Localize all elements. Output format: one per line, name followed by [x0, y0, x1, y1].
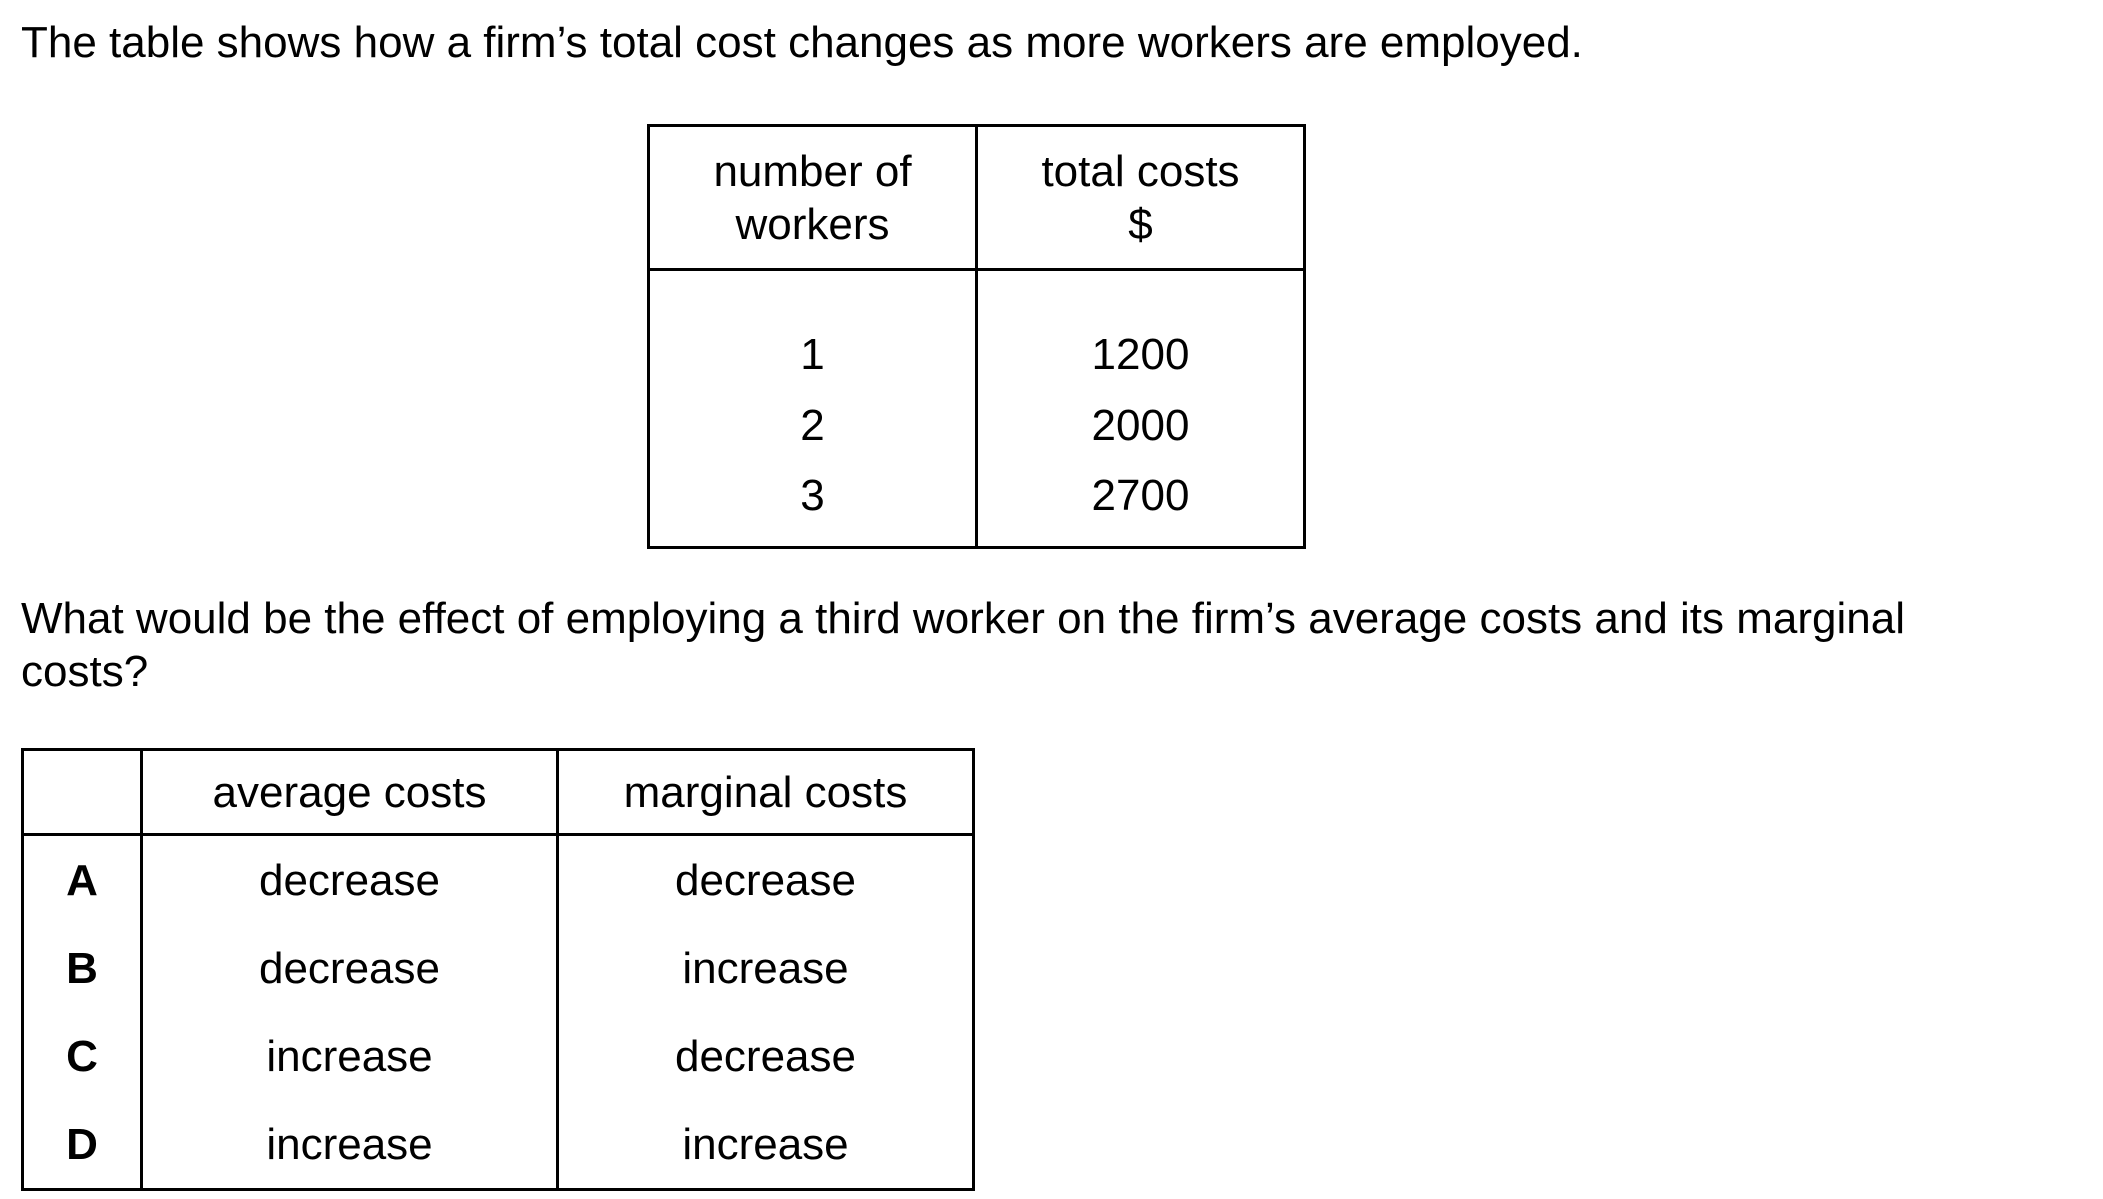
workers-header-line-2: workers	[735, 199, 890, 249]
question-text-line-2: costs?	[21, 647, 149, 696]
workers-cell: 3	[647, 469, 978, 549]
total-cost-table: number of workers total costs $ 1 1200 2…	[647, 124, 1306, 549]
average-costs-header: average costs	[140, 748, 559, 836]
marginal-costs-cell: decrease	[556, 834, 975, 924]
cost-cell: 1200	[975, 269, 1306, 381]
cost-cell: 2700	[975, 469, 1306, 549]
table-row: 3 2700	[647, 469, 1306, 549]
workers-cell: 2	[647, 381, 978, 469]
option-row-c[interactable]: C increase decrease	[21, 1012, 975, 1100]
costs-column-header: total costs $	[975, 124, 1306, 271]
marginal-costs-header: marginal costs	[556, 748, 975, 836]
table-header-row: number of workers total costs $	[647, 124, 1306, 271]
costs-header-line-2: $	[1128, 199, 1153, 249]
question-text-line-1: What would be the effect of employing a …	[21, 594, 1905, 643]
option-row-a[interactable]: A decrease decrease	[21, 834, 975, 924]
intro-text: The table shows how a firm’s total cost …	[21, 18, 1583, 67]
table-row: 2 2000	[647, 381, 1306, 469]
workers-header-line-1: number of	[713, 146, 912, 196]
marginal-costs-cell: increase	[556, 1100, 975, 1191]
workers-cell: 1	[647, 269, 978, 381]
table-row: 1 1200	[647, 269, 1306, 381]
option-key[interactable]: B	[21, 924, 143, 1012]
option-key[interactable]: A	[21, 834, 143, 924]
marginal-costs-cell: increase	[556, 924, 975, 1012]
average-costs-cell: increase	[140, 1012, 559, 1100]
option-row-b[interactable]: B decrease increase	[21, 924, 975, 1012]
workers-column-header: number of workers	[647, 124, 978, 271]
option-key[interactable]: D	[21, 1100, 143, 1191]
marginal-costs-cell: decrease	[556, 1012, 975, 1100]
option-key[interactable]: C	[21, 1012, 143, 1100]
option-key-header	[21, 748, 143, 836]
average-costs-cell: decrease	[140, 924, 559, 1012]
answer-options-table: average costs marginal costs A decrease …	[21, 748, 975, 1191]
costs-header-line-1: total costs	[1041, 146, 1240, 196]
average-costs-cell: decrease	[140, 834, 559, 924]
average-costs-cell: increase	[140, 1100, 559, 1191]
cost-cell: 2000	[975, 381, 1306, 469]
options-header-row: average costs marginal costs	[21, 748, 975, 836]
option-row-d[interactable]: D increase increase	[21, 1100, 975, 1191]
